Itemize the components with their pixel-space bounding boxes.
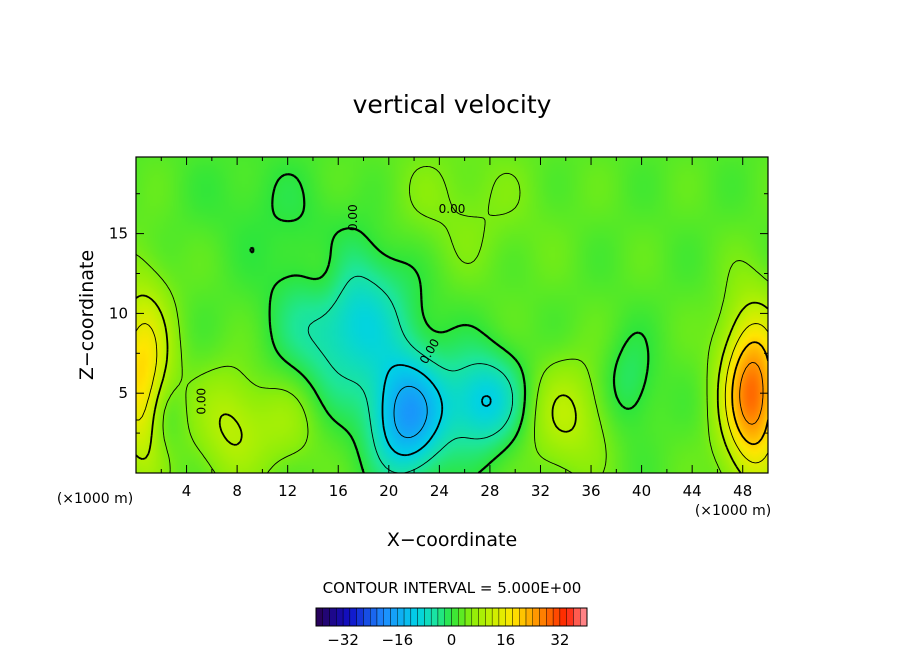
colorbar-cell: [390, 607, 398, 627]
y-unit-label: (×1000 m): [695, 503, 771, 519]
contour-lines: [136, 165, 768, 473]
colorbar-cell: [336, 607, 344, 627]
heatmap-field: [136, 157, 768, 473]
colorbar-cell: [478, 607, 486, 627]
contour-level: [136, 294, 768, 473]
x-tick-label: 40: [632, 482, 651, 500]
x-tick-label: 20: [379, 482, 398, 500]
x-tick-label: 8: [232, 482, 242, 500]
colorbar-cell: [532, 607, 540, 627]
y-tick-label: 5: [118, 384, 128, 402]
x-tick-label: 36: [581, 482, 600, 500]
colorbar-cell: [370, 607, 378, 627]
contour-level: [249, 173, 650, 473]
contour-level: [136, 165, 768, 473]
colorbar-tick-label: 0: [447, 631, 457, 649]
colorbar-cell: [315, 607, 323, 627]
x-tick-label: 32: [531, 482, 550, 500]
colorbar-cell: [546, 607, 554, 627]
colorbar-cell: [539, 607, 547, 627]
y-tick-label: 10: [109, 304, 128, 322]
x-tick-label: 48: [733, 482, 752, 500]
colorbar-cell: [471, 607, 479, 627]
colorbar-cell: [383, 607, 391, 627]
contour-level: [393, 385, 428, 439]
x-tick-label: 4: [182, 482, 192, 500]
colorbar-cell: [329, 607, 337, 627]
zero-contour-label: 0.00: [439, 202, 466, 216]
colorbar-cell: [559, 607, 567, 627]
colorbar-cell: [458, 607, 466, 627]
x-axis: 4 8 12 16 20 24 28 32 36 40 44 48: [160, 157, 752, 500]
x-tick-label: 44: [683, 482, 702, 500]
colorbar-cell: [349, 607, 357, 627]
colorbar-tick-label: −32: [327, 631, 359, 649]
colorbar-cell: [485, 607, 493, 627]
contour-level: [307, 275, 514, 473]
colorbar-cell: [552, 607, 561, 627]
colorbar-cell: [451, 607, 459, 627]
colorbar-cell: [464, 607, 473, 627]
colorbar-cell: [376, 607, 384, 627]
zero-contour-label: 0.00: [195, 388, 209, 415]
y-axis: 5 10 15: [109, 193, 768, 434]
contour-level: [739, 361, 764, 425]
colorbar-cell: [397, 607, 405, 627]
colorbar-tick-label: −16: [381, 631, 413, 649]
colorbar-cell: [356, 607, 364, 627]
colorbar-cell: [505, 607, 513, 627]
x-axis-label: X−coordinate: [387, 529, 517, 551]
colorbar-cell: [437, 607, 445, 627]
x-tick-label: 24: [430, 482, 449, 500]
contour-interval-text: CONTOUR INTERVAL = 5.000E+00: [323, 579, 582, 597]
colorbar-cell: [580, 607, 588, 627]
colorbar-tick-label: 16: [496, 631, 515, 649]
colorbar-cell: [498, 607, 506, 627]
contour-level: [731, 341, 768, 446]
zero-contour-label: 0.00: [346, 204, 360, 231]
colorbar-ticks: −32 −16 0 16 32: [327, 631, 569, 649]
colorbar-cell: [512, 607, 520, 627]
y-axis-label: Z−coordinate: [76, 250, 98, 380]
colorbar-cell: [363, 607, 371, 627]
colorbar-segments: [315, 607, 588, 627]
colorbar-cell: [573, 607, 581, 627]
colorbar-frame: [315, 607, 588, 627]
plot-frame: [135, 156, 769, 474]
colorbar-cell: [424, 607, 432, 627]
x-tick-label: 16: [329, 482, 348, 500]
colorbar-tick-label: 32: [550, 631, 569, 649]
chart-title: vertical velocity: [353, 90, 552, 119]
x-tick-label: 12: [278, 482, 297, 500]
colorbar-cell: [342, 607, 351, 627]
colorbar-cell: [525, 607, 534, 627]
colorbar: −32 −16 0 16 32: [315, 607, 588, 649]
x-unit-label: (×1000 m): [57, 491, 133, 507]
x-tick-label: 28: [480, 482, 499, 500]
colorbar-cell: [519, 607, 527, 627]
colorbar-cell: [566, 607, 574, 627]
colorbar-cell: [403, 607, 412, 627]
colorbar-cell: [430, 607, 439, 627]
colorbar-cell: [491, 607, 500, 627]
colorbar-cell: [410, 607, 418, 627]
y-tick-label: 15: [109, 225, 128, 243]
colorbar-cell: [444, 607, 452, 627]
contour-level: [381, 364, 492, 457]
colorbar-cell: [322, 607, 330, 627]
colorbar-cell: [417, 607, 425, 627]
